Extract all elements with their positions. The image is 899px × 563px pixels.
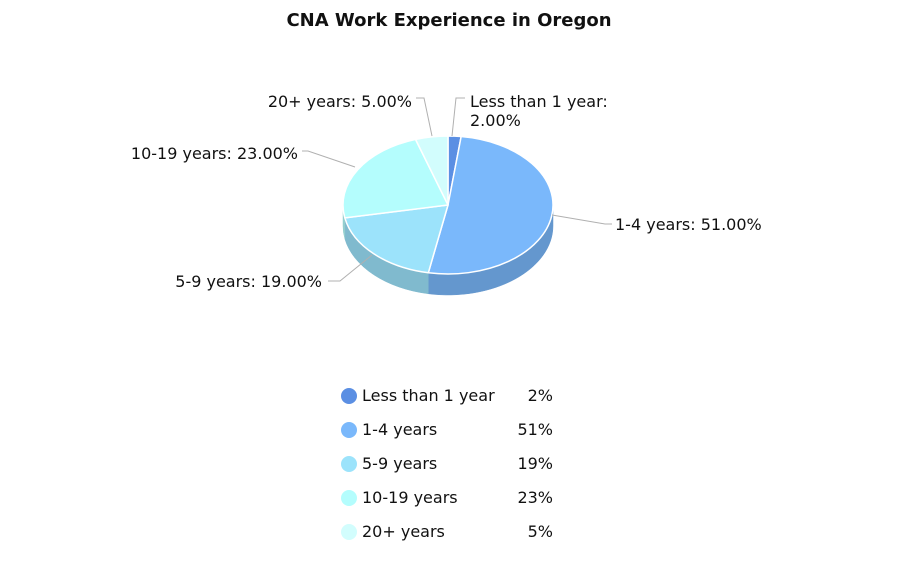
legend-item[interactable]: 1-4 years 51% <box>339 418 569 452</box>
slice-labels: Less than 1 year: 2.00% 1-4 years: 51.00% 5… <box>131 92 762 291</box>
legend-value: 23% <box>517 488 553 507</box>
legend-swatch <box>341 422 357 438</box>
slice-5-9-years[interactable] <box>344 204 449 274</box>
legend-swatch <box>341 524 357 540</box>
legend-value: 19% <box>517 454 553 473</box>
leader-line-2 <box>328 254 373 282</box>
legend-swatch <box>341 456 357 472</box>
slice-label-4: 20+ years: 5.00% <box>268 92 412 111</box>
slice-1-4-years[interactable] <box>427 135 554 275</box>
pie-slices <box>342 135 554 275</box>
leader-line-0 <box>451 97 465 137</box>
slice-label-1: 1-4 years: 51.00% <box>615 215 762 234</box>
legend-label: Less than 1 year <box>362 386 495 405</box>
slice-10-19-years[interactable] <box>342 138 449 219</box>
legend-value: 51% <box>517 420 553 439</box>
legend: Less than 1 year 2% 1-4 years 51% 5-9 years 1… <box>339 384 569 554</box>
legend-value: 2% <box>527 386 553 405</box>
legend-label: 10-19 years <box>362 488 458 507</box>
chart-title: CNA Work Experience in Oregon <box>286 10 611 31</box>
legend-item[interactable]: 10-19 years 23% <box>339 486 569 520</box>
legend-item[interactable]: Less than 1 year 2% <box>339 384 569 418</box>
legend-swatch <box>341 490 357 506</box>
slice-20-years[interactable] <box>414 135 449 206</box>
leader-line-1 <box>551 214 612 225</box>
legend-item[interactable]: 20+ years 5% <box>339 520 569 554</box>
legend-label: 20+ years <box>362 522 445 541</box>
slice-label-0: Less than 1 year: 2.00% <box>470 92 608 130</box>
legend-label: 5-9 years <box>362 454 438 473</box>
slice-label-2: 5-9 years: 19.00% <box>175 272 322 291</box>
slice-label-3: 10-19 years: 23.00% <box>131 144 298 163</box>
legend-item[interactable]: 5-9 years 19% <box>339 452 569 486</box>
legend-swatch <box>341 388 357 404</box>
leader-line-4 <box>416 97 433 137</box>
leader-line-3 <box>302 150 356 168</box>
legend-label: 1-4 years <box>362 420 438 439</box>
legend-value: 5% <box>527 522 553 541</box>
